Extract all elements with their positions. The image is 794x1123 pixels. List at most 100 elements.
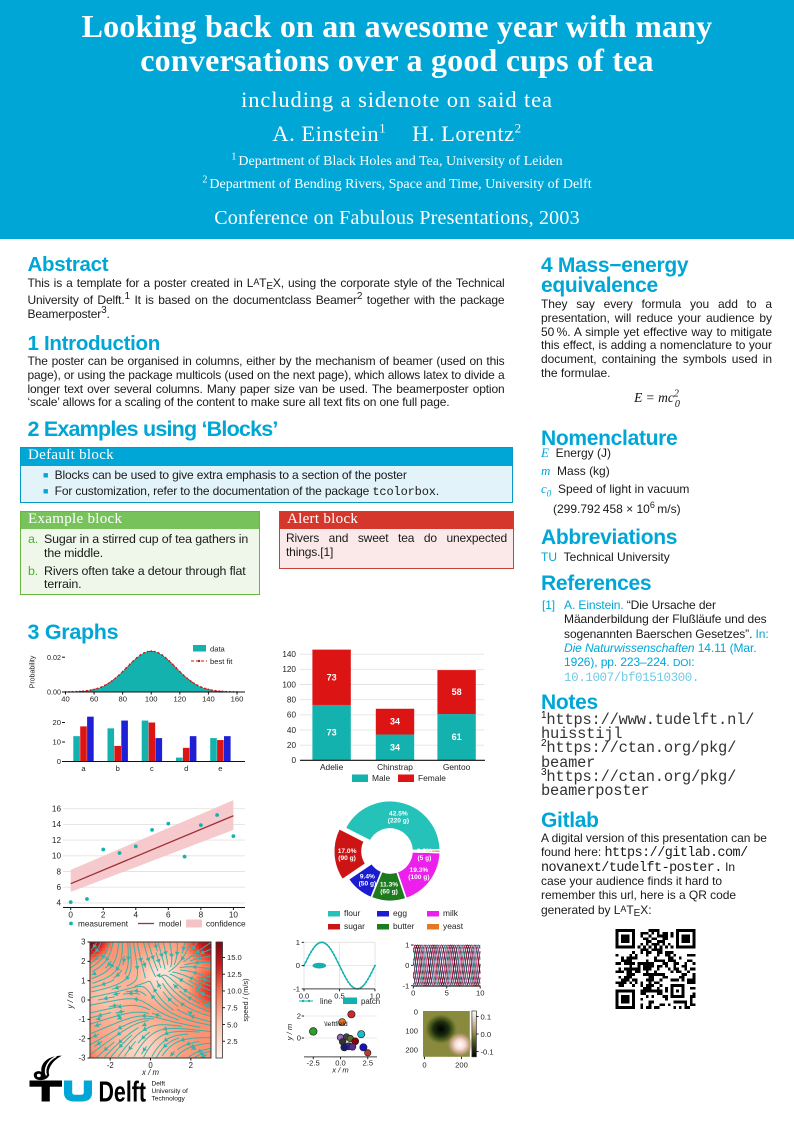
svg-text:100: 100 (282, 680, 296, 689)
svg-text:line: line (320, 997, 332, 1006)
svg-text:0.0: 0.0 (481, 1030, 492, 1039)
svg-text:Delft: Delft (99, 1077, 147, 1109)
svg-text:milk: milk (443, 908, 459, 918)
svg-text:yeast: yeast (443, 921, 464, 931)
svg-text:200: 200 (455, 1060, 468, 1069)
svg-text:-1: -1 (403, 981, 410, 990)
svg-text:16: 16 (52, 805, 62, 814)
svg-text:120: 120 (173, 695, 186, 704)
svg-text:0: 0 (68, 911, 73, 920)
svg-text:4: 4 (134, 911, 139, 920)
svg-text:0.0: 0.0 (299, 991, 310, 1000)
svg-text:2: 2 (189, 1061, 193, 1070)
svg-text:34: 34 (390, 742, 400, 752)
svg-text:-2: -2 (79, 1034, 86, 1043)
svg-text:0: 0 (57, 757, 61, 766)
svg-text:Probability: Probability (30, 655, 37, 688)
svg-text:40: 40 (61, 695, 69, 704)
svg-text:6: 6 (56, 883, 61, 892)
svg-text:butter: butter (393, 921, 415, 931)
svg-text:80: 80 (118, 695, 126, 704)
svg-text:0: 0 (297, 1034, 301, 1043)
svg-text:measurement: measurement (78, 920, 129, 929)
svg-text:-2: -2 (107, 1061, 114, 1070)
svg-text:Gentoo: Gentoo (443, 762, 471, 772)
svg-text:confidence: confidence (206, 920, 246, 929)
svg-text:egg: egg (393, 908, 407, 918)
svg-text:60: 60 (287, 711, 297, 720)
svg-text:19.3%: 19.3% (410, 867, 429, 874)
svg-text:(50 g): (50 g) (359, 881, 377, 888)
svg-text:61: 61 (452, 732, 462, 742)
svg-text:12.5: 12.5 (227, 970, 242, 979)
svg-text:patch: patch (361, 997, 380, 1006)
svg-text:0.1: 0.1 (481, 1012, 492, 1021)
svg-text:-0.1: -0.1 (481, 1047, 494, 1056)
svg-text:10: 10 (229, 911, 239, 920)
svg-text:b: b (116, 764, 120, 773)
svg-text:2: 2 (297, 1012, 301, 1021)
svg-text:c: c (150, 764, 154, 773)
svg-text:sugar: sugar (344, 921, 365, 931)
svg-text:7.5: 7.5 (227, 1004, 238, 1013)
svg-text:10: 10 (53, 738, 61, 747)
svg-text:Male: Male (372, 773, 390, 783)
svg-text:140: 140 (282, 650, 296, 659)
svg-text:2: 2 (81, 957, 85, 966)
svg-text:y / m: y / m (285, 1024, 294, 1041)
svg-text:5.0: 5.0 (227, 1020, 238, 1029)
svg-text:0: 0 (291, 756, 296, 765)
svg-text:14: 14 (52, 820, 62, 829)
svg-text:8: 8 (56, 867, 61, 876)
svg-text:-1: -1 (293, 985, 300, 994)
svg-text:-1: -1 (79, 1015, 86, 1024)
svg-text:(60 g): (60 g) (380, 889, 398, 896)
svg-text:0.00: 0.00 (47, 688, 61, 697)
svg-text:8: 8 (199, 911, 204, 920)
svg-text:2: 2 (101, 911, 106, 920)
svg-text:-3: -3 (79, 1054, 86, 1063)
svg-text:e: e (218, 764, 222, 773)
svg-text:2.5: 2.5 (363, 1059, 374, 1068)
svg-text:4: 4 (56, 899, 61, 908)
svg-text:0: 0 (148, 1061, 153, 1070)
svg-text:11.3%: 11.3% (380, 882, 398, 889)
svg-text:0.02: 0.02 (47, 653, 61, 662)
svg-text:0: 0 (81, 996, 86, 1005)
svg-text:140: 140 (202, 695, 215, 704)
svg-text:10: 10 (52, 852, 62, 861)
svg-text:10.0: 10.0 (227, 987, 242, 996)
svg-text:best fit: best fit (210, 657, 233, 666)
svg-text:5: 5 (445, 989, 449, 998)
svg-text:20: 20 (287, 741, 297, 750)
svg-text:x / m: x / m (331, 1066, 348, 1075)
svg-text:73: 73 (327, 672, 337, 682)
svg-text:80: 80 (287, 696, 297, 705)
svg-text:speed / (m/s): speed / (m/s) (241, 978, 250, 1021)
svg-text:0: 0 (422, 1060, 426, 1069)
svg-text:0.9%: 0.9% (417, 848, 432, 855)
svg-text:120: 120 (282, 665, 296, 674)
svg-text:-2.5: -2.5 (307, 1059, 320, 1068)
svg-text:d: d (184, 764, 188, 773)
svg-text:University of: University of (152, 1088, 188, 1095)
svg-text:(220 g): (220 g) (388, 818, 409, 825)
svg-text:Technology: Technology (152, 1096, 186, 1103)
svg-text:100: 100 (145, 695, 158, 704)
svg-text:15.0: 15.0 (227, 953, 242, 962)
svg-text:Female: Female (418, 773, 446, 783)
svg-text:data: data (210, 645, 226, 654)
svg-text:0: 0 (405, 961, 409, 970)
svg-text:73: 73 (327, 728, 337, 738)
svg-text:flour: flour (344, 908, 361, 918)
svg-text:0: 0 (296, 961, 300, 970)
svg-text:1: 1 (296, 938, 300, 947)
svg-text:42.5%: 42.5% (389, 811, 408, 818)
svg-text:1: 1 (405, 941, 409, 950)
svg-text:34: 34 (390, 717, 400, 727)
svg-text:160: 160 (231, 695, 244, 704)
svg-text:0.5: 0.5 (334, 991, 345, 1000)
svg-text:3: 3 (81, 938, 85, 947)
svg-text:0.0: 0.0 (335, 1059, 346, 1068)
svg-text:Chinstrap: Chinstrap (377, 762, 413, 772)
